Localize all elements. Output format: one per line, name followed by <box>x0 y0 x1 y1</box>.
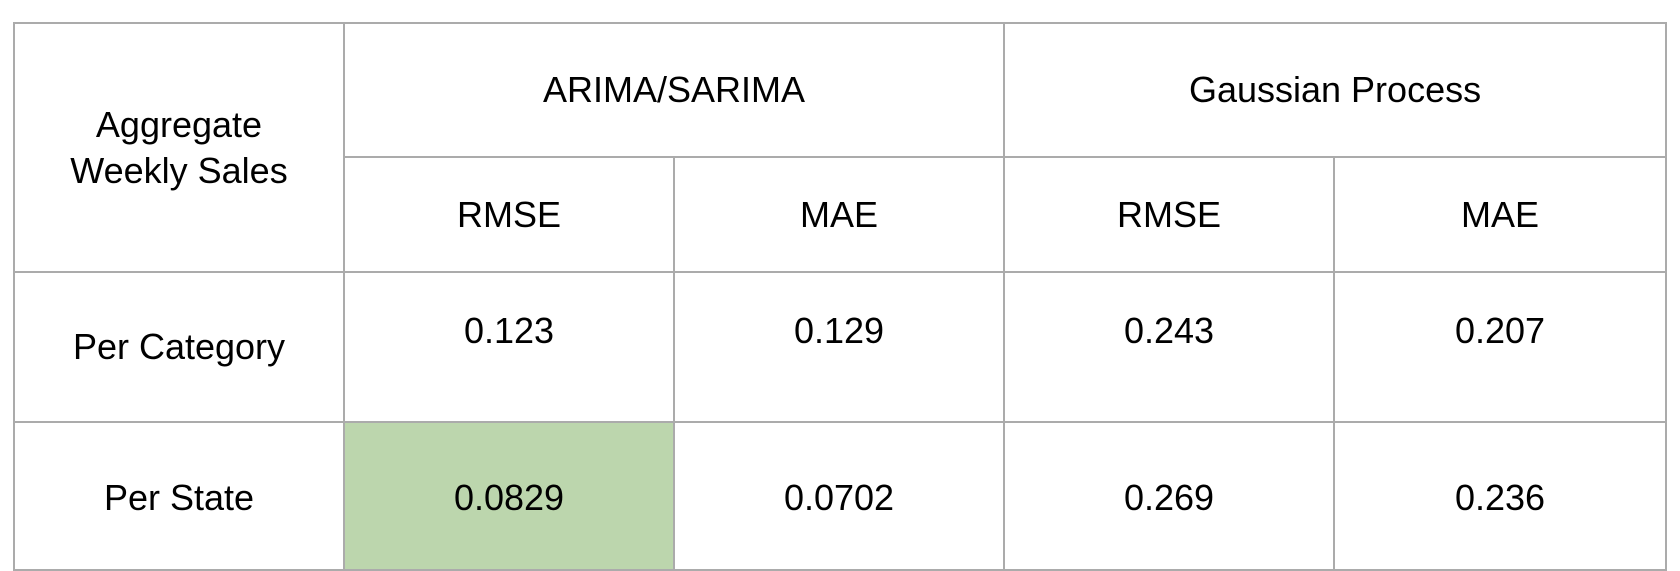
metric-header-gp-rmse: RMSE <box>1003 156 1336 273</box>
cell-per-category-arima-mae: 0.129 <box>672 271 1006 423</box>
group-header-row: Aggregate Weekly Sales ARIMA/SARIMA Gaus… <box>13 22 1668 273</box>
metric-header-arima-rmse: RMSE <box>343 156 675 273</box>
cell-per-state-arima-rmse-highlighted: 0.0829 <box>343 421 675 571</box>
group-header-gaussian-process: Gaussian Process <box>1003 22 1668 158</box>
cell-per-category-arima-rmse: 0.123 <box>343 271 675 423</box>
cell-per-state-gp-rmse: 0.269 <box>1003 421 1336 571</box>
table-row: Per Category 0.123 0.129 0.243 0.207 <box>13 271 1668 423</box>
cell-per-state-gp-mae: 0.236 <box>1333 421 1668 571</box>
results-table: Aggregate Weekly Sales ARIMA/SARIMA Gaus… <box>13 22 1668 571</box>
metric-header-gp-mae: MAE <box>1333 156 1668 273</box>
row-header-per-category: Per Category <box>13 271 345 423</box>
corner-header: Aggregate Weekly Sales <box>13 22 345 273</box>
corner-label-line2: Weekly Sales <box>70 149 288 191</box>
corner-label-line1: Aggregate <box>95 103 263 145</box>
group-header-arima: ARIMA/SARIMA <box>342 22 1006 158</box>
cell-per-category-gp-mae: 0.207 <box>1333 271 1668 423</box>
row-header-per-state: Per State <box>13 421 345 571</box>
metric-header-arima-mae: MAE <box>672 156 1006 273</box>
table-row: Per State 0.0829 0.0702 0.269 0.236 <box>13 421 1668 571</box>
cell-per-category-gp-rmse: 0.243 <box>1003 271 1336 423</box>
cell-per-state-arima-mae: 0.0702 <box>672 421 1006 571</box>
metric-header-row: RMSE MAE RMSE MAE <box>14 156 1668 273</box>
